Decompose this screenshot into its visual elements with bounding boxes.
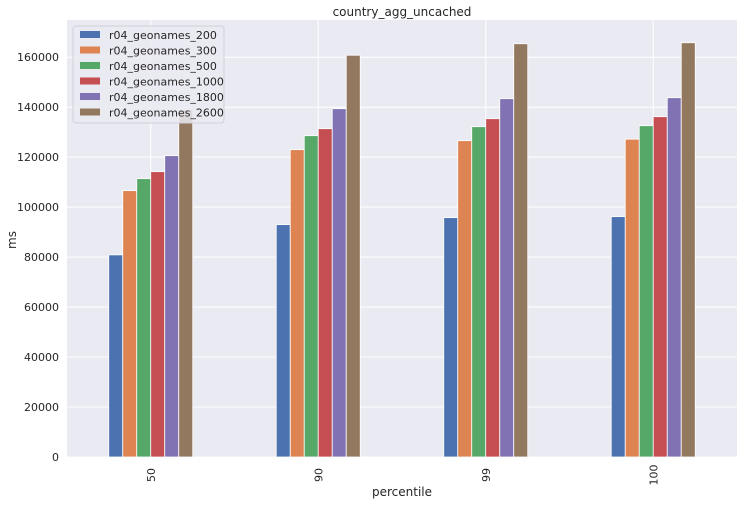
bar-r04_geonames_2600-99 (513, 43, 529, 458)
legend-swatch-r04_geonames_2600 (80, 108, 100, 116)
x-tick-label: 90 (312, 468, 325, 482)
x-tick-label: 100 (647, 465, 660, 486)
legend-swatch-r04_geonames_200 (80, 31, 100, 38)
y-tick-label: 20000 (24, 401, 59, 414)
y-tick-label: 120000 (17, 151, 59, 164)
bar-r04_geonames_500-90 (303, 135, 319, 458)
y-tick-label: 0 (52, 451, 59, 464)
y-tick-label: 40000 (24, 351, 59, 364)
x-axis-label: percentile (372, 485, 432, 499)
x-tick-label: 99 (480, 468, 493, 482)
chart-title: country_agg_uncached (333, 5, 472, 19)
bar-r04_geonames_200-100 (610, 216, 626, 458)
legend-label: r04_geonames_500 (109, 60, 217, 73)
y-axis-label: ms (5, 231, 19, 249)
legend-swatch-r04_geonames_300 (80, 46, 100, 54)
bar-r04_geonames_1800-90 (331, 108, 347, 458)
legend-swatch-r04_geonames_500 (80, 62, 100, 69)
bar-r04_geonames_1800-50 (164, 155, 180, 458)
bar-r04_geonames_300-50 (122, 190, 138, 458)
y-tick-label: 160000 (17, 51, 59, 64)
legend-swatch-r04_geonames_1800 (80, 93, 100, 100)
bar-r04_geonames_1800-99 (499, 98, 515, 458)
bar-r04_geonames_200-50 (108, 254, 124, 458)
bar-r04_geonames_300-99 (457, 140, 473, 458)
y-tick-label: 80000 (24, 251, 59, 264)
bar-r04_geonames_300-100 (624, 138, 640, 458)
bar-r04_geonames_1000-90 (317, 128, 333, 458)
legend: r04_geonames_200 r04_geonames_300 r04_geon… (72, 25, 225, 124)
legend-label: r04_geonames_1000 (109, 76, 224, 89)
y-tick-label: 140000 (17, 101, 59, 114)
bar-r04_geonames_2600-90 (345, 54, 361, 458)
bar-r04_geonames_1000-50 (150, 171, 166, 458)
x-tick-label: 50 (145, 468, 158, 482)
legend-box (72, 25, 225, 124)
bar-r04_geonames_200-90 (275, 224, 291, 458)
legend-label: r04_geonames_1800 (109, 91, 224, 104)
bar-r04_geonames_500-50 (136, 178, 152, 458)
bar-r04_geonames_2600-50 (178, 109, 194, 458)
bar-r04_geonames_1800-100 (666, 97, 682, 458)
y-tick-label: 100000 (17, 201, 59, 214)
legend-label: r04_geonames_2600 (109, 107, 224, 120)
legend-label: r04_geonames_200 (109, 29, 217, 42)
bar-r04_geonames_1000-99 (485, 118, 501, 458)
bar-r04_geonames_500-99 (471, 126, 487, 458)
bar-r04_geonames_2600-100 (680, 42, 696, 458)
bar-r04_geonames_1000-100 (652, 116, 668, 458)
legend-swatch-r04_geonames_1000 (80, 77, 100, 85)
bar-r04_geonames_500-100 (638, 125, 654, 458)
bar-r04_geonames_200-99 (443, 217, 459, 458)
legend-label: r04_geonames_300 (109, 45, 217, 58)
bar-r04_geonames_300-90 (289, 149, 305, 458)
y-tick-label: 60000 (24, 301, 59, 314)
